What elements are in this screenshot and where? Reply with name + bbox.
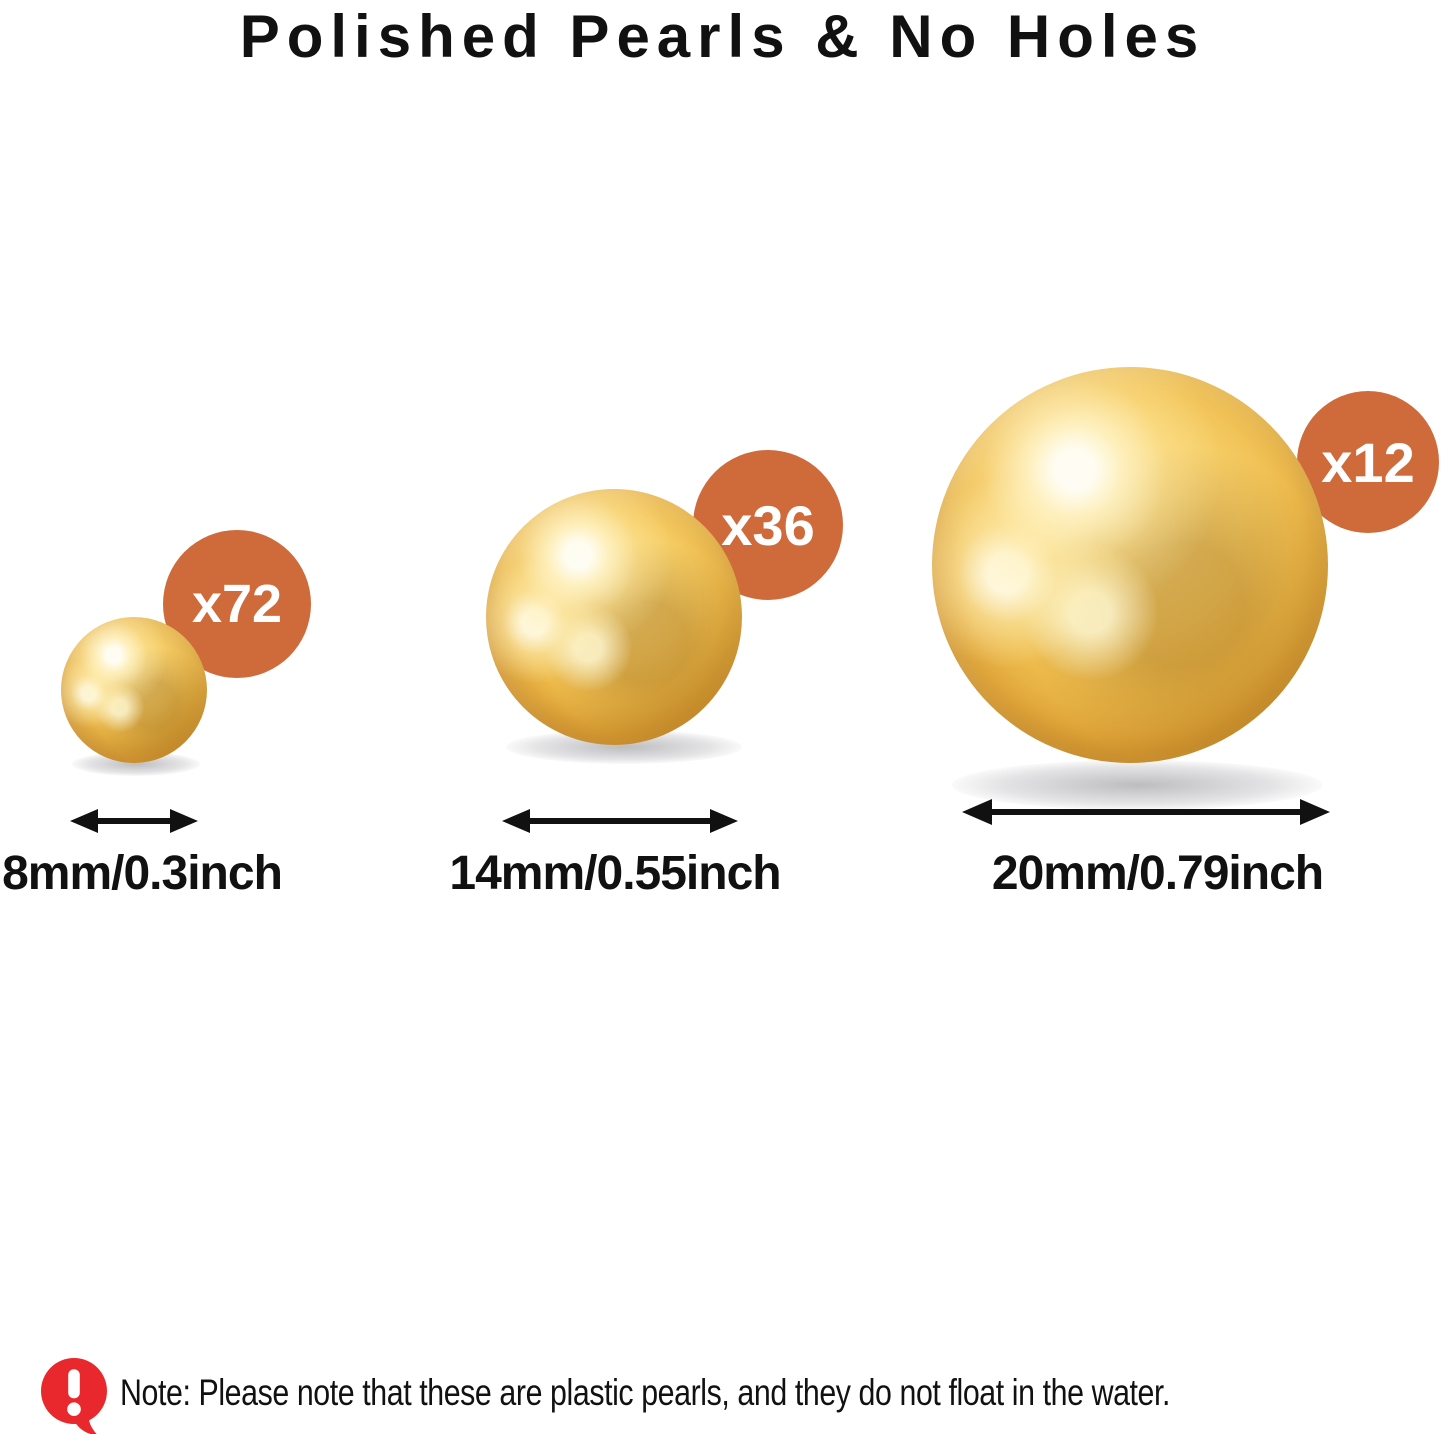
pearl-shadow xyxy=(952,760,1322,810)
size-arrow-icon xyxy=(70,809,198,833)
pearl-photo-medium xyxy=(486,489,742,745)
size-label-large: 20mm/0.79inch xyxy=(991,847,1324,900)
size-arrow-icon xyxy=(962,799,1330,825)
alert-icon xyxy=(41,1358,107,1434)
count-badge-label: x72 xyxy=(191,574,283,634)
count-badge-label: x36 xyxy=(721,493,815,557)
pearl-photo-small xyxy=(61,617,207,763)
size-label-medium: 14mm/0.55inch xyxy=(449,847,781,900)
count-badge-label: x12 xyxy=(1321,430,1415,494)
size-arrow-icon xyxy=(502,809,738,833)
pearl-photo-large xyxy=(932,367,1328,763)
page-title: Polished Pearls & No Holes xyxy=(239,3,1206,70)
note-bar: Note: Please note that these are plastic… xyxy=(0,1352,1445,1434)
count-badge-large: x12 xyxy=(1297,391,1439,533)
size-label-small: 8mm/0.3inch xyxy=(2,847,283,900)
note-text: Note: Please note that these are plastic… xyxy=(120,1372,1171,1413)
